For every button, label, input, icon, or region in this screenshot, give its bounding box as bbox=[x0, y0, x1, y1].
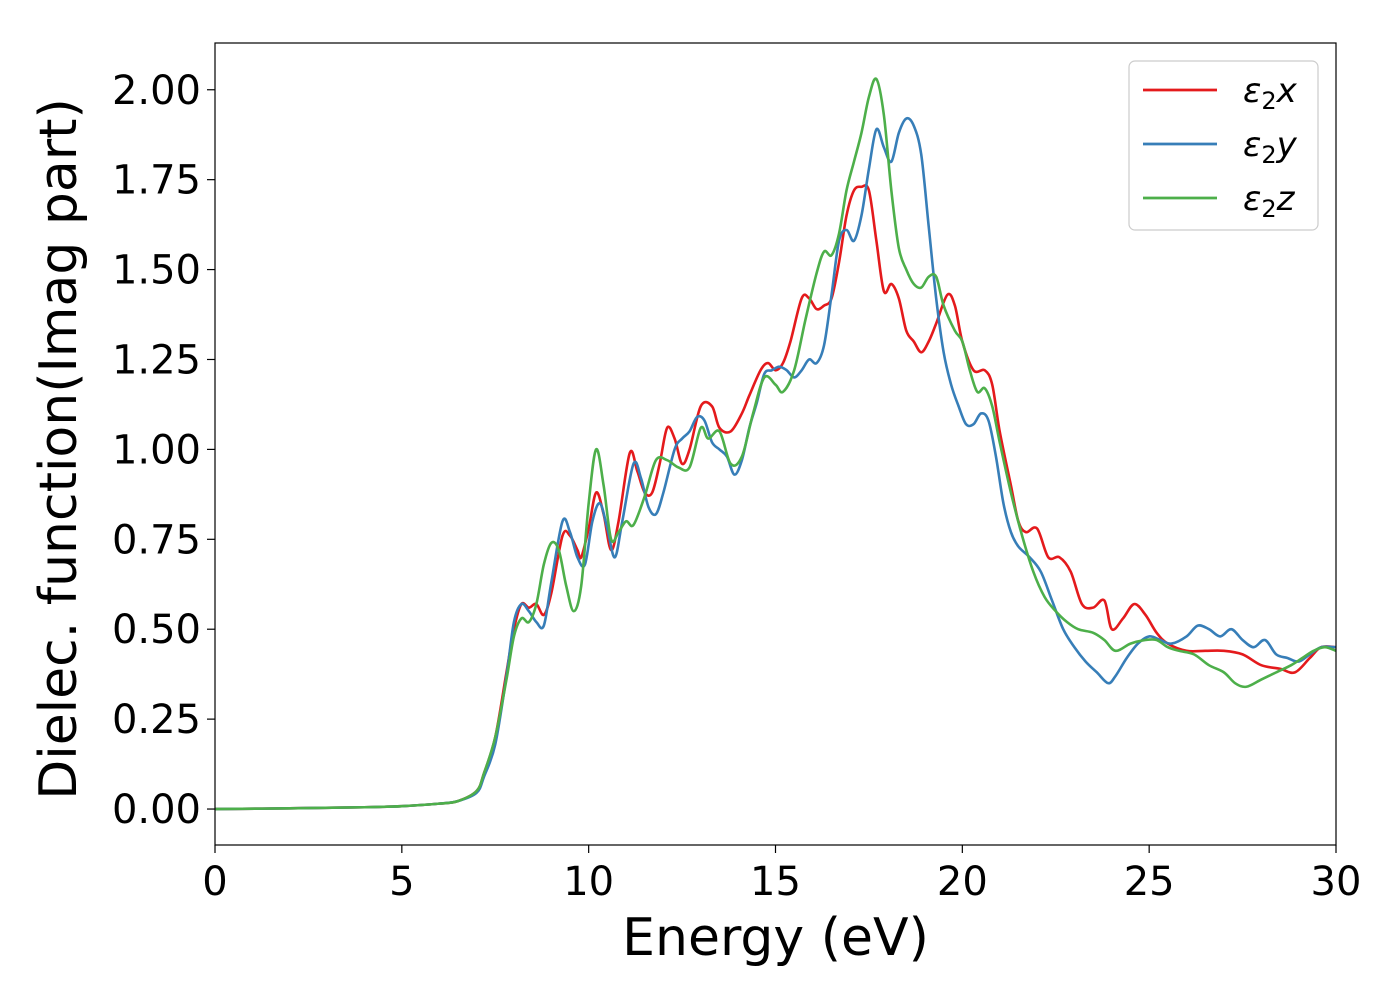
x-tick-label: 10 bbox=[563, 859, 614, 905]
x-tick-label: 0 bbox=[202, 859, 227, 905]
legend-label-base: ε bbox=[1243, 125, 1261, 165]
series-line-y bbox=[215, 116, 1336, 811]
y-tick-label: 0.75 bbox=[112, 517, 201, 563]
legend-label-suffix: z bbox=[1276, 179, 1296, 219]
y-tick-label: 1.00 bbox=[112, 427, 201, 473]
y-tick-label: 1.75 bbox=[112, 158, 201, 204]
x-tick-label: 30 bbox=[1311, 859, 1362, 905]
y-tick-label: 2.00 bbox=[112, 68, 201, 114]
series-line-z bbox=[215, 77, 1336, 811]
x-tick-label: 20 bbox=[937, 859, 988, 905]
legend-label-z: ε2z bbox=[1243, 179, 1296, 223]
legend-label-y: ε2y bbox=[1243, 125, 1298, 169]
legend-label-base: ε bbox=[1243, 179, 1261, 219]
legend-label-x: ε2x bbox=[1243, 71, 1298, 115]
y-tick-label: 0.50 bbox=[112, 607, 201, 653]
x-axis-ticks: 0 5 10 15 20 25 30 bbox=[202, 845, 1361, 905]
y-axis-label: Dielec. function(Imag part) bbox=[29, 98, 89, 800]
legend-label-subscript: 2 bbox=[1261, 141, 1276, 169]
series-line-x bbox=[215, 183, 1336, 811]
y-tick-label: 0.25 bbox=[112, 697, 201, 743]
legend-label-base: ε bbox=[1243, 71, 1261, 111]
y-tick-label: 0.00 bbox=[112, 787, 201, 833]
y-tick-label: 1.50 bbox=[112, 248, 201, 294]
plot-lines bbox=[215, 77, 1336, 811]
y-axis-ticks: 0.00 0.25 0.50 0.75 1.00 1.25 1.50 1.75 2.00 bbox=[112, 68, 215, 833]
x-axis-label: Energy (eV) bbox=[622, 908, 929, 968]
y-tick-label: 1.25 bbox=[112, 337, 201, 383]
x-tick-label: 5 bbox=[389, 859, 414, 905]
plot-frame bbox=[214, 42, 1337, 846]
x-tick-label: 25 bbox=[1124, 859, 1175, 905]
x-tick-label: 15 bbox=[750, 859, 801, 905]
legend-box bbox=[1128, 60, 1319, 231]
legend-label-subscript: 2 bbox=[1261, 87, 1276, 115]
legend-label-suffix: y bbox=[1276, 125, 1298, 165]
legend-label-subscript: 2 bbox=[1261, 195, 1276, 223]
legend-label-suffix: x bbox=[1276, 71, 1298, 111]
